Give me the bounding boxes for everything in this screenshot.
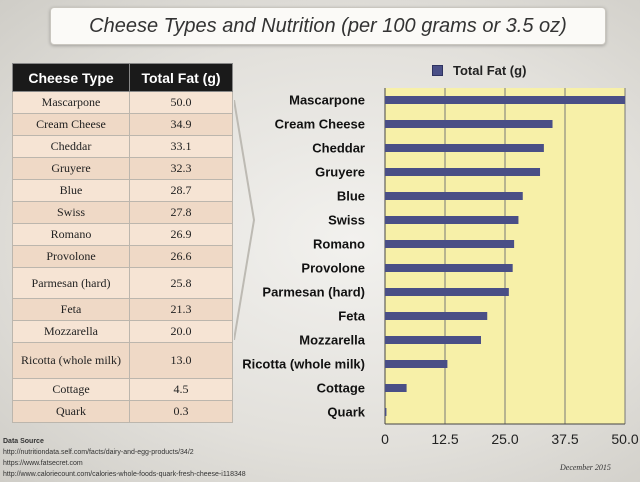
bar: [385, 264, 513, 272]
cell-cheese-name: Mascarpone: [12, 91, 130, 114]
table-row: Gruyere 32.3: [12, 157, 233, 180]
x-tick-label: 25.0: [491, 431, 518, 447]
category-label: Cottage: [317, 381, 365, 396]
table-row: Quark 0.3: [12, 400, 233, 423]
category-label: Blue: [337, 189, 365, 204]
category-label: Mozzarella: [299, 333, 366, 348]
bar: [385, 288, 509, 296]
cell-cheese-name: Gruyere: [12, 157, 130, 180]
bar: [385, 408, 387, 416]
source-link[interactable]: http://www.caloriecount.com/calories-who…: [3, 471, 246, 478]
date-label: December 2015: [560, 463, 611, 472]
table-row: Provolone 26.6: [12, 245, 233, 268]
cell-total-fat: 4.5: [129, 378, 233, 401]
cell-total-fat: 28.7: [129, 179, 233, 202]
title-box: Cheese Types and Nutrition (per 100 gram…: [50, 7, 606, 45]
cell-cheese-name: Blue: [12, 179, 130, 202]
legend-swatch: [432, 65, 443, 76]
x-tick-label: 12.5: [431, 431, 458, 447]
bar: [385, 240, 515, 248]
table-chart-pointer: [234, 100, 256, 340]
x-tick-label: 37.5: [551, 431, 578, 447]
category-label: Cheddar: [312, 141, 365, 156]
table-row: Parmesan (hard) 25.8: [12, 267, 233, 299]
cell-cheese-name: Cream Cheese: [12, 113, 130, 136]
table-row: Cream Cheese 34.9: [12, 113, 233, 136]
chart-legend: Total Fat (g): [432, 63, 526, 78]
legend-label: Total Fat (g): [453, 63, 527, 78]
table-header-row: Cheese Type Total Fat (g): [12, 63, 233, 92]
cell-total-fat: 20.0: [129, 320, 233, 343]
table-row: Mascarpone 50.0: [12, 91, 233, 114]
source-link[interactable]: http://nutritiondata.self.com/facts/dair…: [3, 449, 194, 456]
category-label: Swiss: [328, 213, 365, 228]
category-label: Gruyere: [315, 165, 365, 180]
category-label: Ricotta (whole milk): [242, 357, 365, 372]
cell-total-fat: 21.3: [129, 298, 233, 321]
category-label: Feta: [338, 309, 366, 324]
bar: [385, 216, 519, 224]
x-tick-label: 50.0: [611, 431, 638, 447]
category-label: Provolone: [301, 261, 365, 276]
bar: [385, 192, 523, 200]
cell-total-fat: 34.9: [129, 113, 233, 136]
bar: [385, 312, 488, 320]
bar: [385, 336, 481, 344]
x-tick-label: 0: [381, 431, 389, 447]
category-label: Mascarpone: [289, 93, 365, 108]
table-row: Swiss 27.8: [12, 201, 233, 224]
bar: [385, 144, 544, 152]
bar: [385, 96, 625, 104]
cell-total-fat: 50.0: [129, 91, 233, 114]
fat-table: Cheese Type Total Fat (g) Mascarpone 50.0…: [12, 63, 233, 423]
source-link[interactable]: https://www.fatsecret.com: [3, 460, 83, 467]
category-label: Cream Cheese: [275, 117, 365, 132]
table-row: Cheddar 33.1: [12, 135, 233, 158]
table-row: Feta 21.3: [12, 298, 233, 321]
source-title: Data Source: [3, 438, 44, 445]
cell-cheese-name: Cheddar: [12, 135, 130, 158]
table-row: Romano 26.9: [12, 223, 233, 246]
bar: [385, 168, 541, 176]
table-row: Ricotta (whole milk) 13.0: [12, 342, 233, 379]
cell-total-fat: 25.8: [129, 267, 233, 299]
cell-total-fat: 26.6: [129, 245, 233, 268]
cell-cheese-name: Provolone: [12, 245, 130, 268]
cell-cheese-name: Parmesan (hard): [12, 267, 130, 299]
cell-cheese-name: Cottage: [12, 378, 130, 401]
cell-total-fat: 13.0: [129, 342, 233, 379]
cell-cheese-name: Swiss: [12, 201, 130, 224]
bar: [385, 120, 553, 128]
bar: [385, 360, 448, 368]
cell-total-fat: 32.3: [129, 157, 233, 180]
cell-cheese-name: Quark: [12, 400, 130, 423]
category-label: Romano: [313, 237, 365, 252]
bar: [385, 384, 407, 392]
page-title: Cheese Types and Nutrition (per 100 gram…: [89, 14, 567, 37]
category-label: Quark: [327, 405, 365, 420]
cell-total-fat: 0.3: [129, 400, 233, 423]
table-body: Mascarpone 50.0 Cream Cheese 34.9 Cheddar 33.…: [12, 91, 233, 423]
table-row: Blue 28.7: [12, 179, 233, 202]
cell-cheese-name: Romano: [12, 223, 130, 246]
category-label: Parmesan (hard): [262, 285, 365, 300]
table-row: Cottage 4.5: [12, 378, 233, 401]
data-source: Data Source http://nutritiondata.self.co…: [3, 436, 246, 480]
